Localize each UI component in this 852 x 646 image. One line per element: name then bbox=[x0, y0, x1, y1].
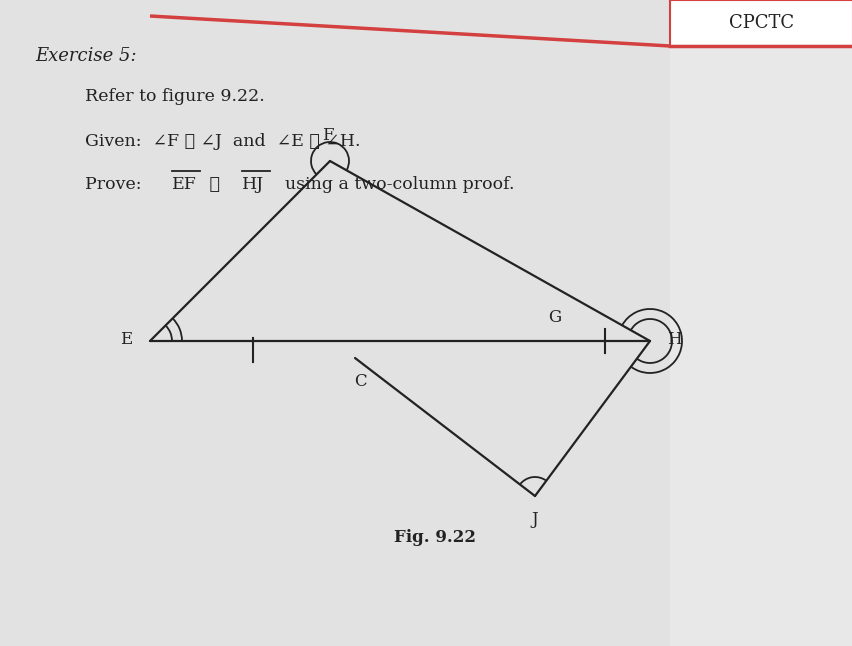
Text: Fig. 9.22: Fig. 9.22 bbox=[394, 530, 475, 547]
Text: H: H bbox=[666, 331, 681, 348]
Text: Given:  ∠F ≅ ∠J  and  ∠E ≅ ∠H.: Given: ∠F ≅ ∠J and ∠E ≅ ∠H. bbox=[85, 132, 360, 149]
Text: F: F bbox=[322, 127, 333, 144]
Text: CPCTC: CPCTC bbox=[728, 14, 793, 32]
FancyBboxPatch shape bbox=[669, 0, 852, 646]
Text: Refer to figure 9.22.: Refer to figure 9.22. bbox=[85, 87, 264, 105]
Text: Prove:: Prove: bbox=[85, 176, 153, 193]
Text: C: C bbox=[354, 373, 366, 390]
FancyBboxPatch shape bbox=[669, 0, 852, 46]
Text: HJ: HJ bbox=[242, 176, 264, 193]
Text: Exercise 5:: Exercise 5: bbox=[35, 47, 136, 65]
Text: ≅: ≅ bbox=[204, 176, 225, 193]
Text: EF: EF bbox=[172, 176, 197, 193]
Text: G: G bbox=[548, 309, 561, 326]
Text: J: J bbox=[531, 511, 538, 528]
Text: E: E bbox=[119, 331, 132, 348]
Text: using a two-column proof.: using a two-column proof. bbox=[273, 176, 514, 193]
